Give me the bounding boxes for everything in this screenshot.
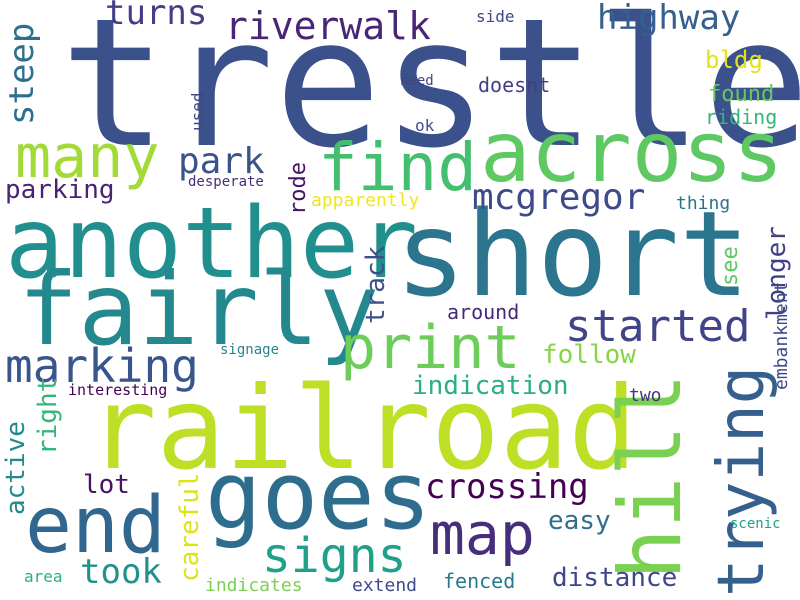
word-signage: signage (220, 342, 280, 358)
word-interesting: interesting (68, 381, 168, 399)
word-right: right (33, 376, 63, 455)
word-park: park (178, 141, 265, 182)
word-area: area (24, 567, 63, 586)
word-crossing: crossing (425, 467, 589, 507)
word-distance: distance (552, 563, 678, 593)
word-two: two (629, 385, 662, 406)
word-many: many (15, 122, 160, 192)
word-lot: lot (83, 470, 130, 500)
word-fairly: fairly (18, 251, 380, 368)
word-highway: highway (597, 0, 741, 38)
word-indicates: indicates (205, 575, 303, 596)
word-started: started (565, 301, 751, 352)
word-mcgregor: mcgregor (472, 177, 646, 218)
word-need: need (400, 73, 434, 89)
word-trying: trying (705, 365, 779, 597)
word-parking: parking (5, 175, 115, 205)
word-trestle: trestle (60, 0, 800, 187)
word-indication: indication (412, 371, 569, 401)
word-ok: ok (415, 116, 435, 135)
word-end: end (25, 481, 166, 571)
word-follow: follow (542, 340, 636, 370)
word-marking: marking (5, 339, 199, 393)
word-thing: thing (676, 193, 731, 214)
word-bldg: bldg (705, 46, 763, 74)
word-turns: turns (105, 0, 208, 33)
word-took: took (80, 552, 162, 592)
word-another: another (5, 187, 419, 301)
word-find: find (318, 129, 477, 206)
word-across: across (480, 103, 784, 201)
word-railroad: railroad (88, 362, 638, 495)
word-found: found (708, 82, 775, 107)
word-track: track (361, 245, 391, 324)
word-rode: rode (286, 162, 311, 215)
word-active: active (1, 421, 31, 515)
word-scenic: scenic (730, 516, 781, 532)
word-print: print (340, 313, 521, 383)
word-side: side (476, 7, 515, 26)
word-goes: goes (205, 442, 432, 551)
word-desperate: desperate (188, 174, 264, 190)
word-extend: extend (352, 575, 418, 596)
word-fenced: fenced (443, 569, 516, 593)
word-steep: steep (2, 22, 42, 125)
word-short: short (395, 185, 751, 323)
word-around: around (447, 300, 520, 324)
word-apparently: apparently (311, 190, 420, 211)
word-easy: easy (548, 506, 611, 536)
word-careful: careful (175, 472, 205, 582)
word-riverwalk: riverwalk (225, 4, 431, 48)
word-doesnt: doesnt (478, 73, 551, 97)
word-signs: signs (262, 528, 407, 584)
word-embankment: embankment (771, 281, 792, 390)
word-riding: riding (705, 105, 778, 129)
word-map: map (430, 500, 535, 568)
word-used: used (188, 92, 207, 131)
word-see: see (718, 246, 743, 286)
